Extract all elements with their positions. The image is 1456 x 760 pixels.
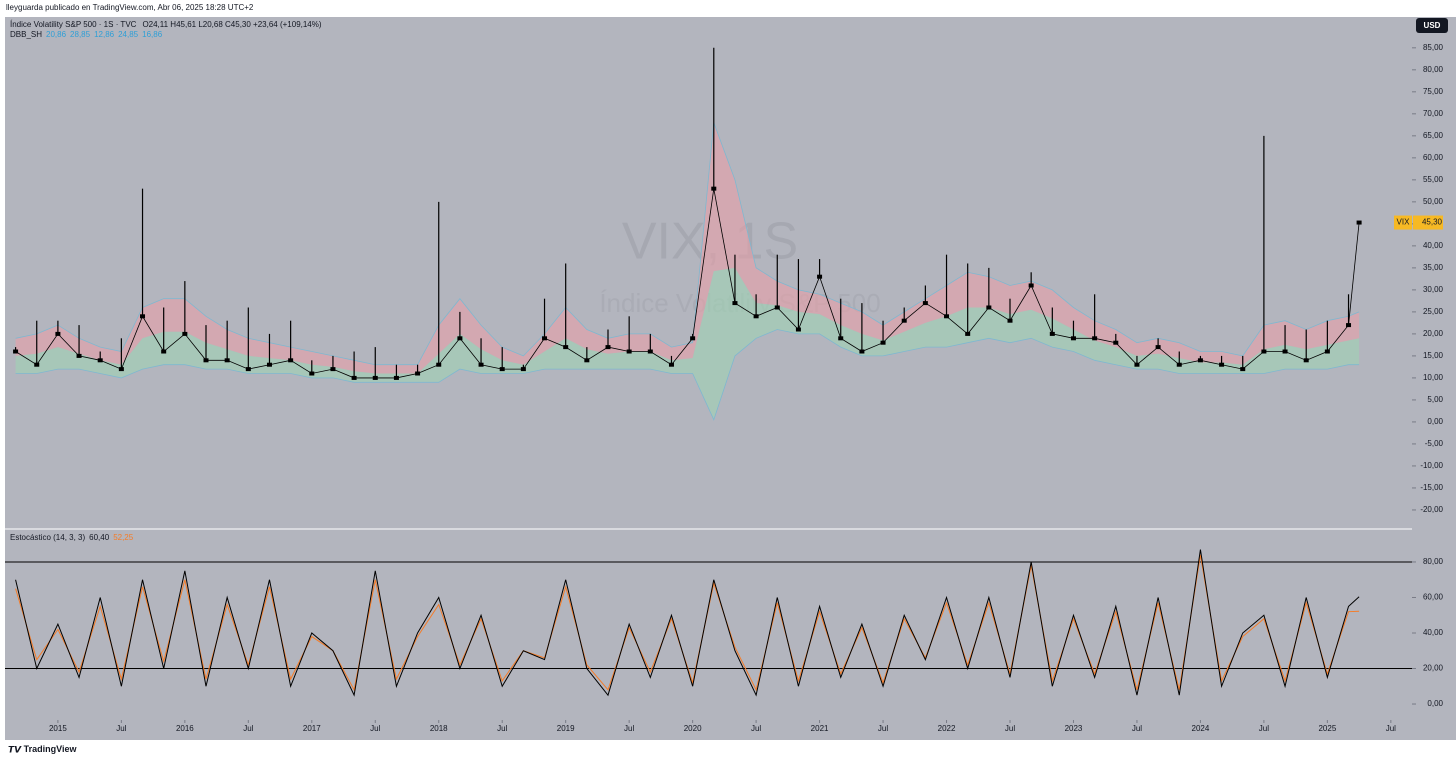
x-tick-label: 2025 — [1318, 724, 1336, 733]
x-tick-label: Jul — [1005, 724, 1015, 733]
band-lower-line — [15, 329, 1360, 421]
x-tick-label: 2021 — [811, 724, 829, 733]
brand: 𝙏𝙑 TradingView — [8, 744, 77, 754]
x-tick-label: 2018 — [430, 724, 448, 733]
y-tick-label: 75,00 — [1423, 87, 1444, 96]
currency-button[interactable] — [1416, 18, 1448, 33]
y-tick-label: 20,00 — [1423, 329, 1444, 338]
y-tick-label: 70,00 — [1423, 109, 1444, 118]
band-value: 28,85 — [70, 30, 91, 39]
band-value: 12,86 — [94, 30, 115, 39]
x-tick-label: Jul — [243, 724, 253, 733]
x-tick-label: Jul — [116, 724, 126, 733]
publisher: lleyguarda publicado en TradingView.com,… — [6, 3, 254, 12]
y-tick-label: 35,00 — [1423, 263, 1444, 272]
band-name: DBB_SH — [10, 30, 42, 39]
band-lower — [15, 267, 1360, 420]
y-tick-label: 80,00 — [1423, 65, 1444, 74]
y-tick-label: -5,00 — [1425, 439, 1444, 448]
y-tick-label: 80,00 — [1423, 557, 1444, 566]
x-tick-label: 2022 — [938, 724, 956, 733]
stoch-value: 52,25 — [113, 533, 134, 542]
y-tick-label: 5,00 — [1427, 395, 1443, 404]
stoch-value: 60,40 — [89, 533, 110, 542]
y-tick-label: -15,00 — [1420, 483, 1443, 492]
last-price-tag — [1413, 215, 1443, 230]
band-upper — [15, 122, 1360, 374]
y-tick-label: 20,00 — [1423, 664, 1444, 673]
brand-name: TradingView — [24, 744, 78, 754]
price-axis — [1412, 17, 1456, 720]
stoch-line — [15, 549, 1360, 697]
x-tick-label: 2019 — [557, 724, 575, 733]
stoch-title: Estocástico (14, 3, 3) — [10, 533, 85, 542]
band-value: 16,86 — [142, 30, 163, 39]
x-tick-label: 2024 — [1192, 724, 1210, 733]
x-tick-label: 2020 — [684, 724, 702, 733]
currency[interactable]: USD — [1424, 21, 1441, 30]
close-line — [15, 188, 1360, 379]
x-tick-label: 2015 — [49, 724, 67, 733]
y-tick-label: 55,00 — [1423, 175, 1444, 184]
x-tick-label: 2017 — [303, 724, 321, 733]
y-tick-label: 50,00 — [1423, 197, 1444, 206]
band-value: 20,86 — [46, 30, 67, 39]
band-legend: DBB_SH 20,86 28,85 12,86 24,85 16,86 — [10, 30, 163, 39]
x-tick-label: Jul — [1259, 724, 1269, 733]
y-tick-label: 30,00 — [1423, 285, 1444, 294]
x-tick-label: Jul — [497, 724, 507, 733]
x-tick-label: Jul — [624, 724, 634, 733]
x-tick-label: 2023 — [1065, 724, 1083, 733]
band-upper-line — [15, 122, 1360, 366]
y-tick-label: -10,00 — [1420, 461, 1443, 470]
y-tick-label: 40,00 — [1423, 628, 1444, 637]
y-tick-label: 60,00 — [1423, 153, 1444, 162]
y-tick-label: -20,00 — [1420, 505, 1443, 514]
symbol-tag — [1394, 215, 1412, 230]
symbol-tag-label: VIX — [1397, 218, 1411, 227]
x-tick-label: Jul — [1132, 724, 1142, 733]
y-tick-label: 0,00 — [1427, 699, 1443, 708]
band-value: 24,85 — [118, 30, 139, 39]
y-tick-label: 10,00 — [1423, 373, 1444, 382]
symbol: Índice Volatility S&P 500 · 1S · TVC — [10, 20, 137, 29]
x-tick-label: 2016 — [176, 724, 194, 733]
last-price-label: 45,30 — [1422, 218, 1443, 227]
y-tick-label: 40,00 — [1423, 241, 1444, 250]
y-tick-label: 85,00 — [1423, 43, 1444, 52]
x-tick-label: Jul — [878, 724, 888, 733]
time-axis — [5, 720, 1456, 740]
y-tick-label: 15,00 — [1423, 351, 1444, 360]
x-tick-label: Jul — [1386, 724, 1396, 733]
y-tick-label: 65,00 — [1423, 131, 1444, 140]
y-tick-label: 25,00 — [1423, 307, 1444, 316]
y-tick-label: 0,00 — [1427, 417, 1443, 426]
x-tick-label: Jul — [370, 724, 380, 733]
ohlc: O24,11 H45,61 L20,68 C45,30 +23,64 (+109… — [142, 20, 321, 29]
legend-title: Índice Volatility S&P 500 · 1S · TVC O24,… — [10, 20, 322, 29]
stoch-legend: Estocástico (14, 3, 3) 60,40 52,25 — [10, 533, 134, 542]
x-tick-label: Jul — [751, 724, 761, 733]
y-tick-label: 60,00 — [1423, 593, 1444, 602]
